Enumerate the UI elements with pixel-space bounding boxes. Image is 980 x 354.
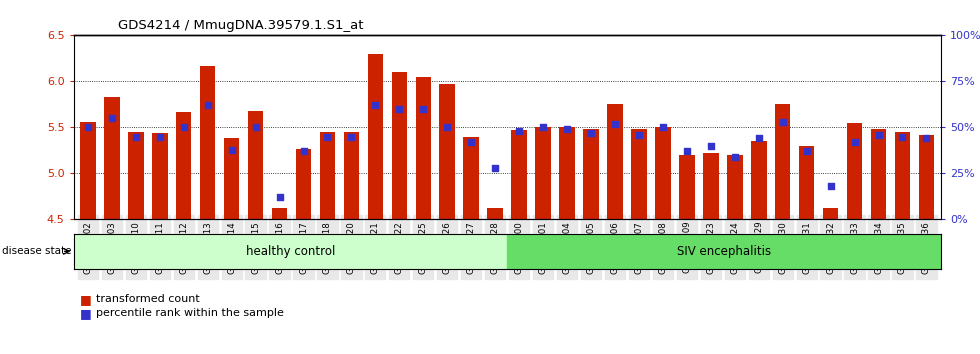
Text: transformed count: transformed count [96,294,200,304]
Bar [535,127,551,219]
Bar [74,234,508,269]
Point [751,136,766,141]
Bar [368,54,383,219]
Bar [80,122,96,219]
Bar [512,130,527,219]
Bar [392,72,407,219]
Bar [560,127,575,219]
Point [512,128,527,134]
Point [799,149,814,154]
Point [535,125,551,130]
Bar [464,137,479,219]
Bar [508,234,941,269]
Point [296,149,312,154]
Text: ■: ■ [80,307,92,320]
Point [104,115,120,121]
Bar [608,104,622,219]
Point [727,154,743,160]
Bar [847,123,862,219]
Bar [248,111,264,219]
Point [223,147,239,152]
Bar [727,155,743,219]
Bar [271,209,287,219]
Point [918,136,934,141]
Point [128,134,144,139]
Text: percentile rank within the sample: percentile rank within the sample [96,308,284,318]
Point [870,132,886,138]
Point [271,195,287,200]
Point [200,103,216,108]
Point [175,125,191,130]
Bar [344,132,360,219]
Bar [823,209,838,219]
Text: ■: ■ [80,293,92,306]
Bar [895,132,910,219]
Point [583,130,599,136]
Point [655,125,670,130]
Text: disease state: disease state [2,246,72,256]
Bar [319,132,335,219]
Point [319,134,335,139]
Bar [655,127,670,219]
Point [895,134,910,139]
Bar [439,84,455,219]
Bar [200,66,216,219]
Bar [751,141,766,219]
Bar [176,112,191,219]
Point [391,106,407,112]
Point [368,103,383,108]
Point [631,132,647,138]
Bar [583,129,599,219]
Bar [703,153,718,219]
Point [344,134,360,139]
Text: healthy control: healthy control [246,245,335,258]
Bar [679,155,695,219]
Bar [128,132,144,219]
Point [823,183,839,189]
Point [560,126,575,132]
Bar [223,138,239,219]
Bar [870,129,886,219]
Bar [775,104,791,219]
Point [775,119,791,125]
Point [847,139,862,145]
Point [416,106,431,112]
Bar [487,209,503,219]
Text: GDS4214 / MmugDNA.39579.1.S1_at: GDS4214 / MmugDNA.39579.1.S1_at [118,19,364,33]
Point [703,143,718,149]
Bar [918,135,934,219]
Text: SIV encephalitis: SIV encephalitis [677,245,771,258]
Point [464,139,479,145]
Point [487,165,503,171]
Point [439,125,455,130]
Bar [799,146,814,219]
Bar [416,77,431,219]
Bar [631,129,647,219]
Bar [152,133,168,219]
Point [80,125,96,130]
Point [152,134,168,139]
Point [679,149,695,154]
Point [608,121,623,127]
Bar [104,97,120,219]
Bar [296,149,312,219]
Point [248,125,264,130]
